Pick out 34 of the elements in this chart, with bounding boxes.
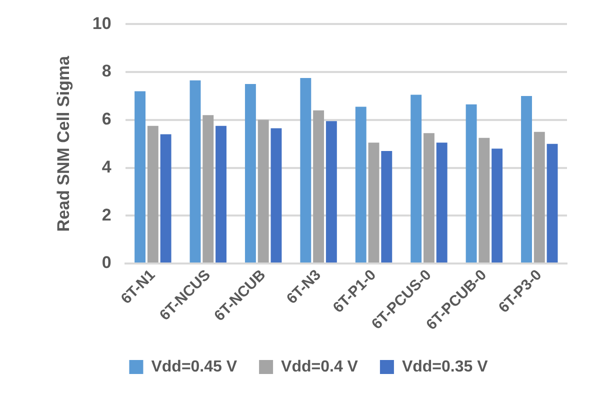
bar bbox=[134, 91, 146, 262]
y-tick-label: 10 bbox=[92, 14, 112, 33]
bar bbox=[546, 144, 558, 262]
bar bbox=[534, 132, 545, 262]
y-axis-title: Read SNM Cell Sigma bbox=[54, 55, 73, 232]
bar bbox=[202, 115, 214, 262]
bar bbox=[258, 120, 269, 262]
bar bbox=[300, 78, 312, 262]
bar bbox=[355, 106, 366, 262]
y-tick-label: 8 bbox=[102, 62, 112, 81]
bar bbox=[216, 126, 226, 262]
bar bbox=[313, 110, 324, 262]
legend-label: Vdd=0.35 V bbox=[402, 358, 488, 376]
bar bbox=[423, 133, 434, 262]
y-tick-label: 2 bbox=[102, 205, 112, 224]
y-tick-label: 0 bbox=[102, 253, 112, 272]
bar bbox=[466, 104, 477, 262]
bar bbox=[160, 134, 172, 262]
legend-label: Vdd=0.45 V bbox=[151, 358, 238, 376]
bar bbox=[270, 128, 282, 262]
bar bbox=[410, 94, 422, 262]
bar bbox=[368, 142, 380, 262]
bar bbox=[244, 84, 256, 262]
y-tick-label: 4 bbox=[102, 157, 112, 176]
bar bbox=[478, 138, 490, 262]
bar bbox=[147, 126, 158, 262]
bar bbox=[190, 80, 201, 262]
bar bbox=[381, 151, 392, 262]
bar bbox=[436, 142, 448, 262]
bar bbox=[492, 148, 503, 262]
y-tick-label: 6 bbox=[102, 110, 112, 129]
bar bbox=[521, 96, 532, 262]
bar bbox=[326, 121, 337, 262]
legend-label: Vdd=0.4 V bbox=[281, 358, 358, 376]
